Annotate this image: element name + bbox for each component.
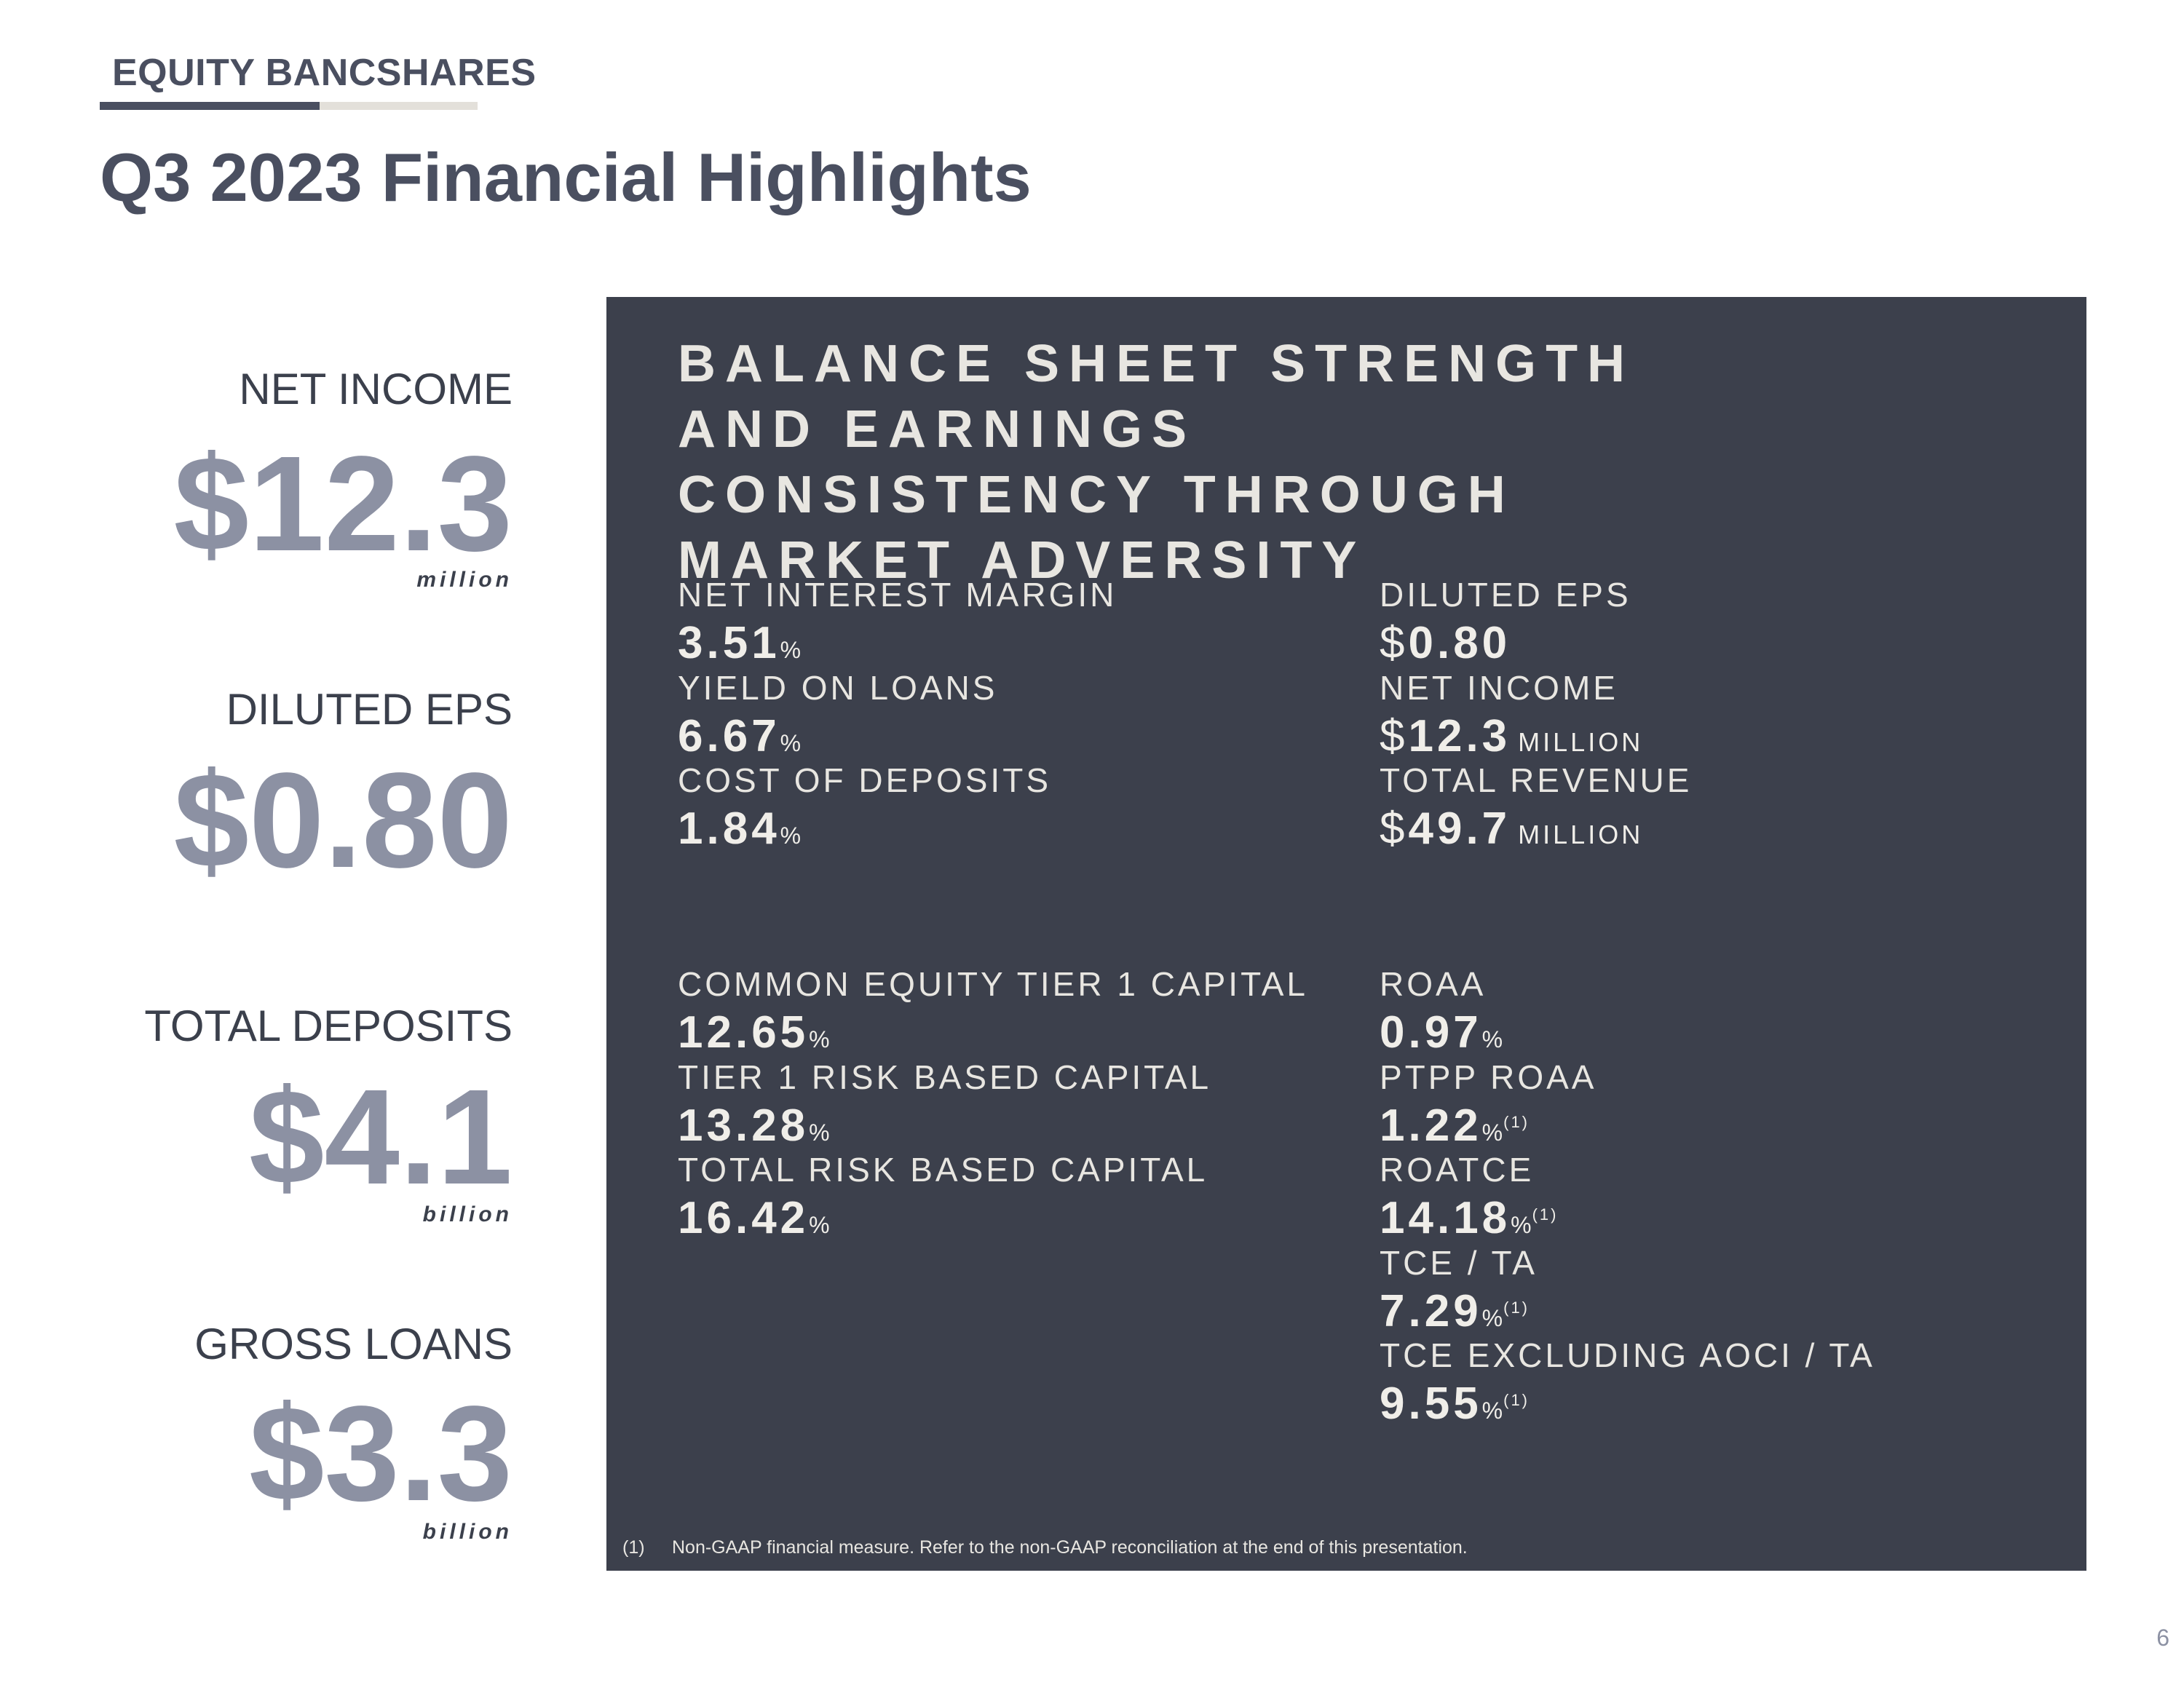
footnote-text: Non-GAAP financial measure. Refer to the…	[672, 1537, 1468, 1558]
metric-net-income-value: $12.3 MILLION	[1380, 711, 1644, 761]
metric-roatce-label: ROATCE	[1380, 1151, 1535, 1189]
metric-yield-on-loans-value: 6.67%	[678, 711, 802, 761]
metric-roatce-value: 14.18%(1)	[1380, 1193, 1559, 1243]
company-name: EQUITY BANCSHARES	[112, 52, 537, 94]
metric-total-risk-label: TOTAL RISK BASED CAPITAL	[678, 1151, 1208, 1189]
footnote: (1) Non-GAAP financial measure. Refer to …	[622, 1537, 1468, 1558]
footnote-marker: (1)	[1503, 1113, 1530, 1131]
metric-cost-of-deposits-label: COST OF DEPOSITS	[678, 761, 1051, 799]
metric-net-income-label: NET INCOME	[1380, 669, 1618, 707]
metric-nim-label: NET INTEREST MARGIN	[678, 576, 1117, 614]
kpi-diluted-eps-value: $0.80	[173, 745, 513, 896]
panel-heading: BALANCE SHEET STRENGTH AND EARNINGS CONS…	[678, 331, 1770, 593]
metric-tce-ta-label: TCE / TA	[1380, 1244, 1538, 1282]
kpi-net-income-value: $12.3	[173, 429, 513, 579]
header-rule-dark	[100, 102, 320, 110]
kpi-net-income-label: NET INCOME	[239, 365, 513, 413]
panel-heading-line: BALANCE SHEET STRENGTH	[678, 335, 1635, 393]
page-number: 6	[2156, 1625, 2169, 1651]
metric-roaa-value: 0.97%	[1380, 1007, 1504, 1058]
metric-cet1-value: 12.65%	[678, 1007, 831, 1058]
metric-tier1-label: TIER 1 RISK BASED CAPITAL	[678, 1058, 1212, 1096]
metric-cost-of-deposits-value: 1.84%	[678, 804, 802, 854]
kpi-gross-loans-label: GROSS LOANS	[194, 1320, 513, 1368]
metric-roaa-label: ROAA	[1380, 965, 1487, 1003]
metric-total-revenue-value: $49.7 MILLION	[1380, 804, 1644, 854]
highlights-panel	[606, 297, 2086, 1571]
panel-heading-line: MARKET ADVERSITY	[678, 531, 1366, 590]
kpi-gross-loans-value: $3.3	[248, 1379, 513, 1529]
metric-total-risk-value: 16.42%	[678, 1193, 831, 1243]
footnote-marker: (1)	[1503, 1299, 1530, 1317]
metric-nim-value: 3.51%	[678, 618, 802, 668]
kpi-total-deposits-label: TOTAL DEPOSITS	[144, 1002, 513, 1050]
panel-heading-line: CONSISTENCY THROUGH	[678, 466, 1515, 524]
metric-yield-on-loans-label: YIELD ON LOANS	[678, 669, 998, 707]
footnote-number: (1)	[622, 1537, 645, 1558]
kpi-net-income-unit: million	[416, 568, 513, 592]
metric-tier1-value: 13.28%	[678, 1101, 831, 1151]
metric-diluted-eps-label: DILUTED EPS	[1380, 576, 1631, 614]
metric-cet1-label: COMMON EQUITY TIER 1 CAPITAL	[678, 965, 1309, 1003]
metric-tce-ex-aoci-value: 9.55%(1)	[1380, 1379, 1530, 1429]
footnote-marker: (1)	[1503, 1391, 1530, 1409]
panel-heading-line: AND EARNINGS	[678, 400, 1197, 459]
kpi-total-deposits-value: $4.1	[248, 1062, 513, 1213]
page-title: Q3 2023 Financial Highlights	[100, 139, 1032, 215]
header-rule-light	[320, 102, 478, 110]
metric-tce-ex-aoci-label: TCE EXCLUDING AOCI / TA	[1380, 1336, 1875, 1374]
kpi-gross-loans-unit: billion	[422, 1520, 513, 1544]
metric-ptpp-roaa-value: 1.22%(1)	[1380, 1101, 1530, 1151]
kpi-diluted-eps-label: DILUTED EPS	[226, 685, 513, 734]
footnote-marker: (1)	[1532, 1205, 1559, 1224]
metric-diluted-eps-value: $0.80	[1380, 618, 1511, 668]
metric-tce-ta-value: 7.29%(1)	[1380, 1286, 1530, 1336]
kpi-total-deposits-unit: billion	[422, 1202, 513, 1226]
metric-total-revenue-label: TOTAL REVENUE	[1380, 761, 1693, 799]
metric-ptpp-roaa-label: PTPP ROAA	[1380, 1058, 1597, 1096]
